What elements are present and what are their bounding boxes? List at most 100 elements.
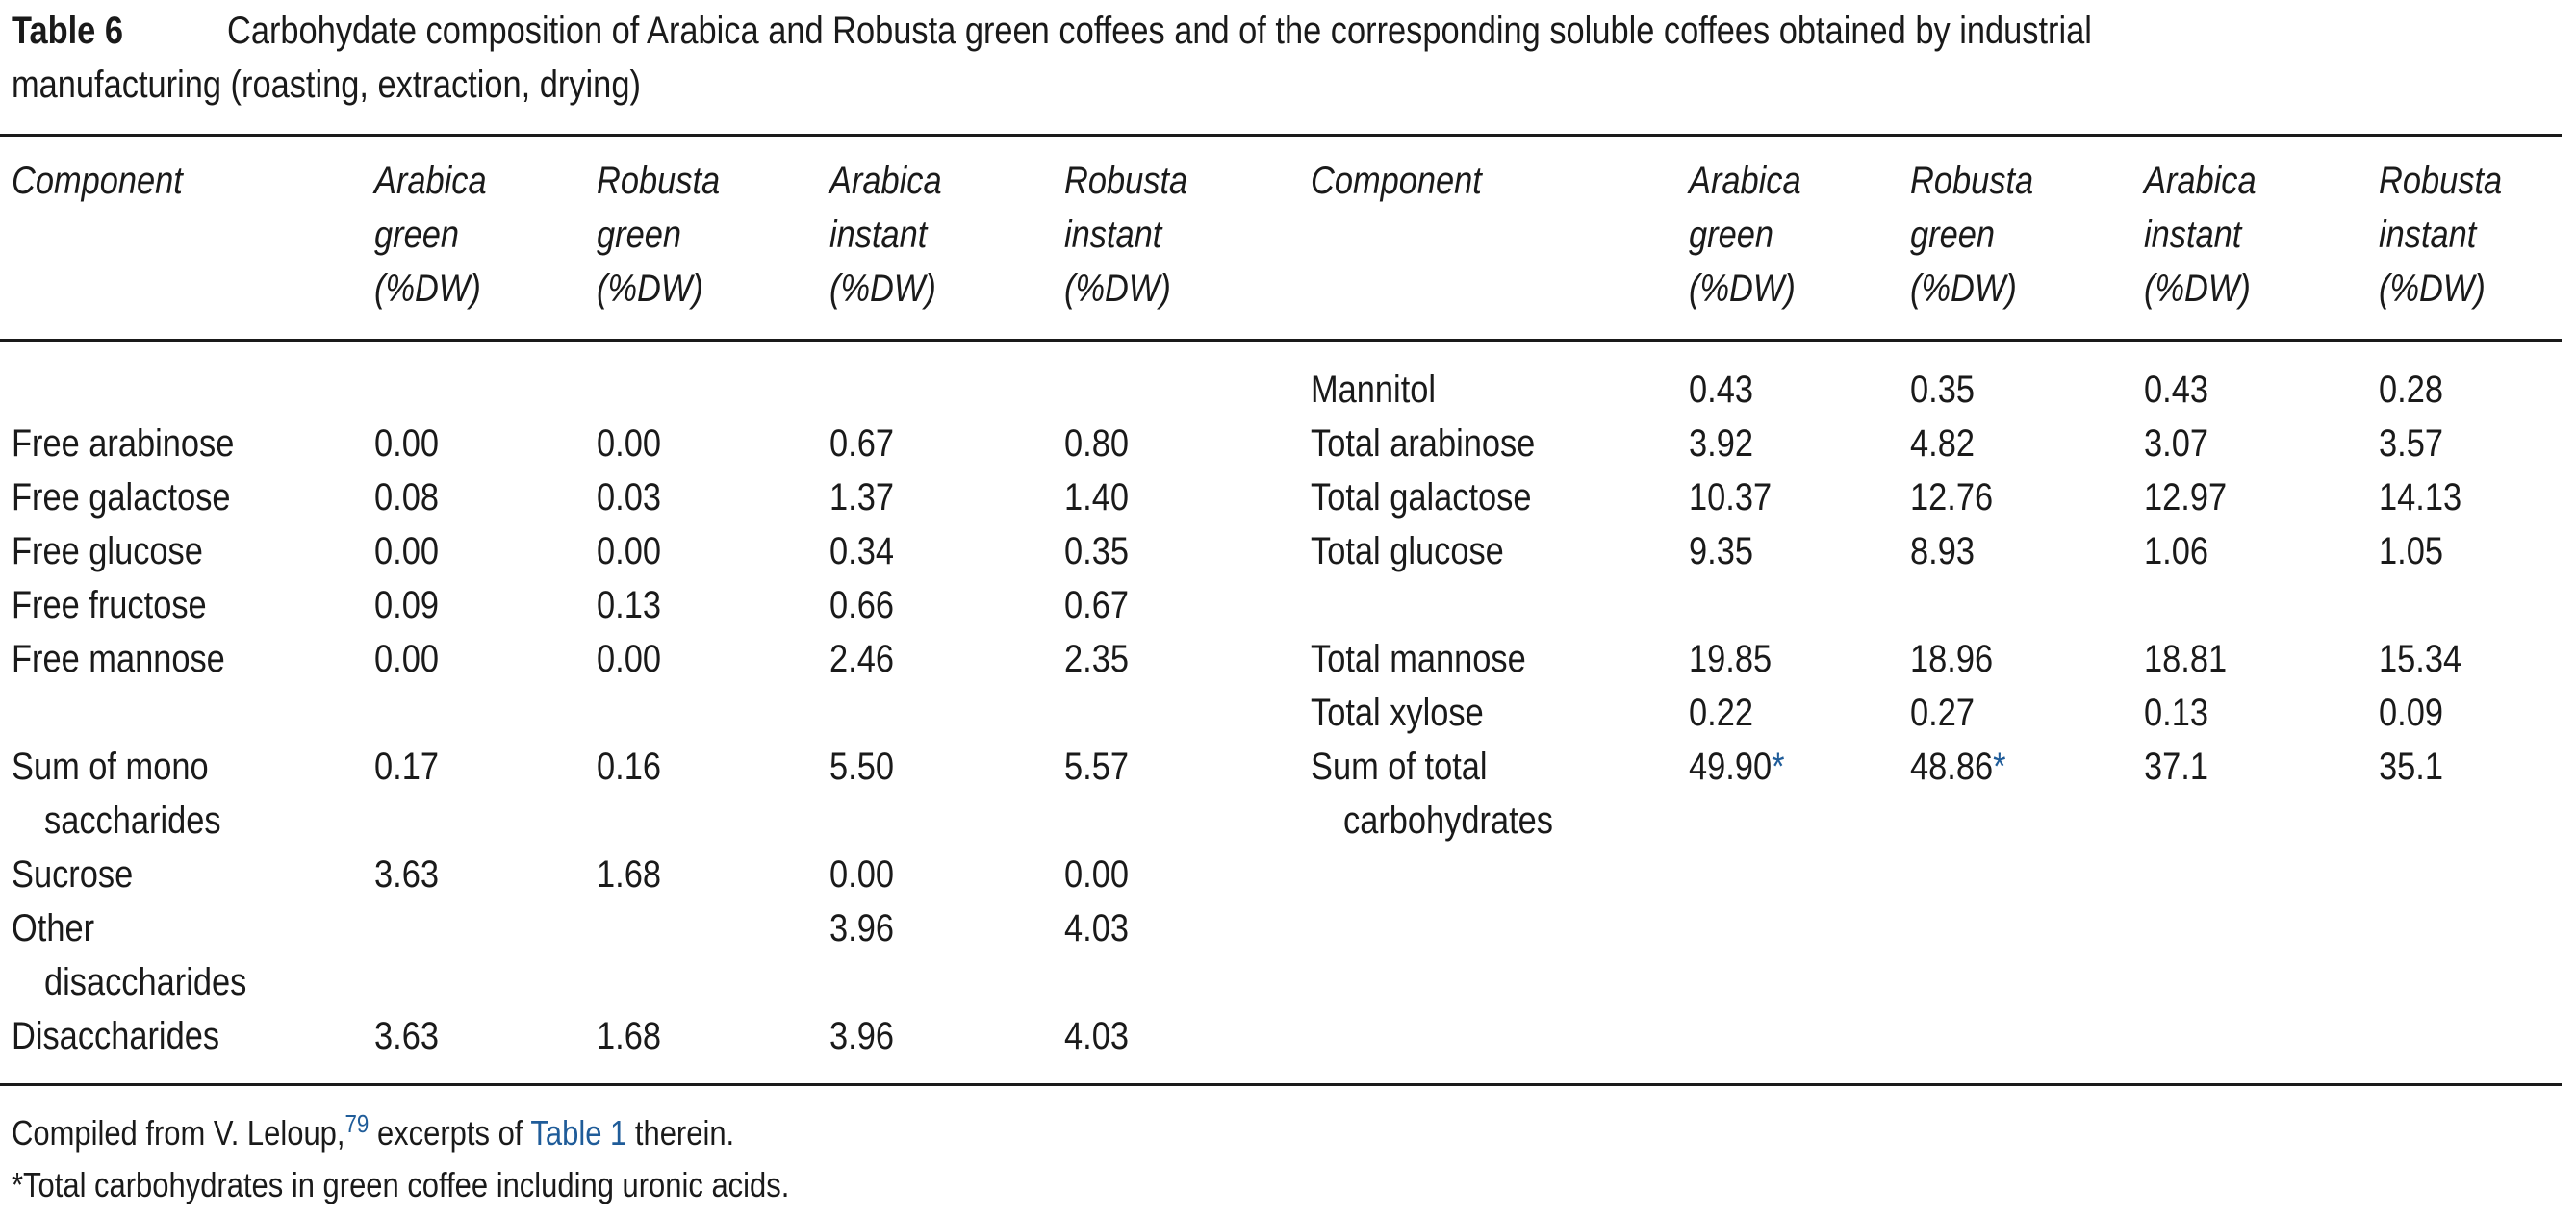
column-header: Arabica bbox=[829, 160, 942, 202]
footnote-text: Compiled from V. Leloup, bbox=[12, 1113, 345, 1153]
column-header: green bbox=[1689, 214, 1773, 256]
column-header: instant bbox=[829, 214, 928, 256]
row-label: Total mannose bbox=[1311, 638, 1526, 680]
cell: 3.63 bbox=[374, 853, 439, 896]
note-marker: * bbox=[1993, 746, 2006, 788]
cell: 0.00 bbox=[374, 638, 439, 680]
row-label: Total arabinose bbox=[1311, 422, 1536, 465]
cell: 0.13 bbox=[2144, 692, 2208, 734]
column-header: (%DW) bbox=[1910, 267, 2017, 310]
cell: 0.00 bbox=[374, 422, 439, 465]
cell: 5.50 bbox=[829, 746, 894, 788]
cell: 3.92 bbox=[1689, 422, 1753, 465]
row-label: Free arabinose bbox=[12, 422, 235, 465]
row-label: Total galactose bbox=[1311, 476, 1532, 519]
cell: 18.96 bbox=[1910, 638, 1994, 680]
cell: 0.03 bbox=[597, 476, 661, 519]
cell: 1.06 bbox=[2144, 530, 2208, 572]
cell: 4.03 bbox=[1064, 1015, 1129, 1057]
caption-line: Carbohydate composition of Arabica and R… bbox=[227, 10, 2092, 52]
column-header: green bbox=[374, 214, 459, 256]
cell: 0.13 bbox=[597, 584, 661, 626]
cell: 0.67 bbox=[829, 422, 894, 465]
cell: 12.97 bbox=[2144, 476, 2228, 519]
cell: 0.35 bbox=[1064, 530, 1129, 572]
column-header: green bbox=[1910, 214, 1995, 256]
cell: 0.35 bbox=[1910, 368, 1975, 411]
column-header: (%DW) bbox=[2144, 267, 2251, 310]
cell: 3.96 bbox=[829, 1015, 894, 1057]
cell: 1.68 bbox=[597, 853, 661, 896]
cell: 48.86* bbox=[1910, 744, 2005, 790]
cell-value: 49.90 bbox=[1689, 746, 1773, 788]
footnote-text: excerpts of bbox=[369, 1113, 531, 1153]
cell: 0.66 bbox=[829, 584, 894, 626]
row-label: Other bbox=[12, 907, 95, 950]
top-rule bbox=[0, 134, 2562, 137]
column-header: instant bbox=[2144, 214, 2242, 256]
column-header: (%DW) bbox=[829, 267, 936, 310]
cell: 9.35 bbox=[1689, 530, 1753, 572]
column-header: Robusta bbox=[1910, 160, 2034, 202]
cell: 12.76 bbox=[1910, 476, 1994, 519]
column-header: Component bbox=[1311, 160, 1482, 202]
column-header: (%DW) bbox=[597, 267, 703, 310]
row-label: Free mannose bbox=[12, 638, 225, 680]
column-header: Arabica bbox=[1689, 160, 1801, 202]
cell: 1.40 bbox=[1064, 476, 1129, 519]
column-header: instant bbox=[2379, 214, 2477, 256]
cell: 0.09 bbox=[2379, 692, 2443, 734]
cell: 1.37 bbox=[829, 476, 894, 519]
cell: 0.28 bbox=[2379, 368, 2443, 411]
cell: 4.82 bbox=[1910, 422, 1975, 465]
cell: 18.81 bbox=[2144, 638, 2228, 680]
table-link: Table 1 bbox=[530, 1113, 627, 1153]
cell: 0.08 bbox=[374, 476, 439, 519]
cell: 0.80 bbox=[1064, 422, 1129, 465]
cell: 19.85 bbox=[1689, 638, 1773, 680]
row-label: Total glucose bbox=[1311, 530, 1504, 572]
footnote: Compiled from V. Leloup,79 excerpts of T… bbox=[12, 1110, 734, 1156]
cell: 0.67 bbox=[1064, 584, 1129, 626]
cell: 0.00 bbox=[1064, 853, 1129, 896]
cell: 0.00 bbox=[597, 530, 661, 572]
row-label: carbohydrates bbox=[1343, 799, 1553, 842]
footnote-text: therein. bbox=[626, 1113, 735, 1153]
cell: 5.57 bbox=[1064, 746, 1129, 788]
cell: 8.93 bbox=[1910, 530, 1975, 572]
cell: 0.00 bbox=[597, 422, 661, 465]
cell-value: 48.86 bbox=[1910, 746, 1994, 788]
note-marker: * bbox=[1772, 746, 1785, 788]
column-header: (%DW) bbox=[2379, 267, 2486, 310]
cell: 0.00 bbox=[597, 638, 661, 680]
cell: 2.35 bbox=[1064, 638, 1129, 680]
column-header: (%DW) bbox=[374, 267, 481, 310]
column-header: Arabica bbox=[374, 160, 487, 202]
column-header: green bbox=[597, 214, 681, 256]
column-header: instant bbox=[1064, 214, 1162, 256]
caption-line: manufacturing (roasting, extraction, dry… bbox=[12, 63, 641, 106]
table-label: Table 6 bbox=[12, 10, 123, 52]
cell: 3.63 bbox=[374, 1015, 439, 1057]
cell: 1.68 bbox=[597, 1015, 661, 1057]
row-label: Total xylose bbox=[1311, 692, 1484, 734]
cell: 3.96 bbox=[829, 907, 894, 950]
cell: 37.1 bbox=[2144, 746, 2208, 788]
cell: 1.05 bbox=[2379, 530, 2443, 572]
row-label: Mannitol bbox=[1311, 368, 1437, 411]
cell: 0.27 bbox=[1910, 692, 1975, 734]
row-label: Disaccharides bbox=[12, 1015, 220, 1057]
cell: 3.07 bbox=[2144, 422, 2208, 465]
column-header: Robusta bbox=[2379, 160, 2503, 202]
cell: 4.03 bbox=[1064, 907, 1129, 950]
cell: 49.90* bbox=[1689, 744, 1784, 790]
cell: 2.46 bbox=[829, 638, 894, 680]
row-label: Free galactose bbox=[12, 476, 231, 519]
cell: 0.43 bbox=[2144, 368, 2208, 411]
cell: 0.16 bbox=[597, 746, 661, 788]
cell: 0.43 bbox=[1689, 368, 1753, 411]
row-label: Sum of total bbox=[1311, 746, 1488, 788]
column-header: (%DW) bbox=[1689, 267, 1796, 310]
cell: 0.00 bbox=[829, 853, 894, 896]
